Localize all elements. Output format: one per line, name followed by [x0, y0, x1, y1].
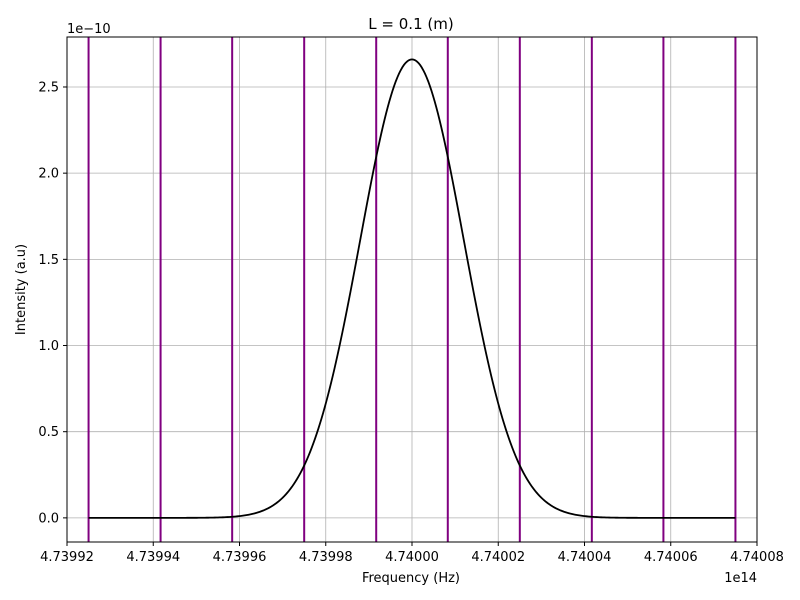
y-axis-label: Intensity (a.u): [14, 244, 29, 335]
x-tick-label: 4.74000: [385, 550, 439, 565]
x-tick-label: 4.74006: [644, 550, 698, 565]
x-tick-label: 4.74002: [471, 550, 525, 565]
chart-title: L = 0.1 (m): [368, 15, 453, 33]
y-tick-label: 2.0: [38, 167, 59, 182]
x-tick-label: 4.73992: [40, 550, 94, 565]
mode-lines: [87, 37, 737, 542]
grid: [66, 37, 758, 542]
x-tick-label: 4.73994: [126, 550, 180, 565]
y-tick-label: 0.0: [38, 511, 59, 526]
x-offset-label: 1e14: [724, 571, 757, 586]
x-tick-label: 4.74008: [730, 550, 784, 565]
x-tick-label: 4.74004: [558, 550, 612, 565]
x-axis-label: Frequency (Hz): [362, 571, 460, 586]
y-tick-label: 1.5: [38, 253, 59, 268]
x-axis-ticks: 4.73992 4.73994 4.73996 4.73998 4.74000 4.740…: [40, 542, 784, 565]
series-line-1: [88, 58, 736, 519]
y-tick-label: 2.5: [38, 80, 59, 95]
y-tick-label: 0.5: [38, 425, 59, 440]
curve-layer: [88, 58, 736, 519]
y-offset-label: 1e−10: [67, 22, 111, 37]
y-tick-label: 1.0: [38, 339, 59, 354]
x-tick-label: 4.73998: [299, 550, 353, 565]
x-tick-label: 4.73996: [213, 550, 267, 565]
y-axis-ticks: 0.0 0.5 1.0 1.5 2.0 2.5: [38, 80, 67, 526]
